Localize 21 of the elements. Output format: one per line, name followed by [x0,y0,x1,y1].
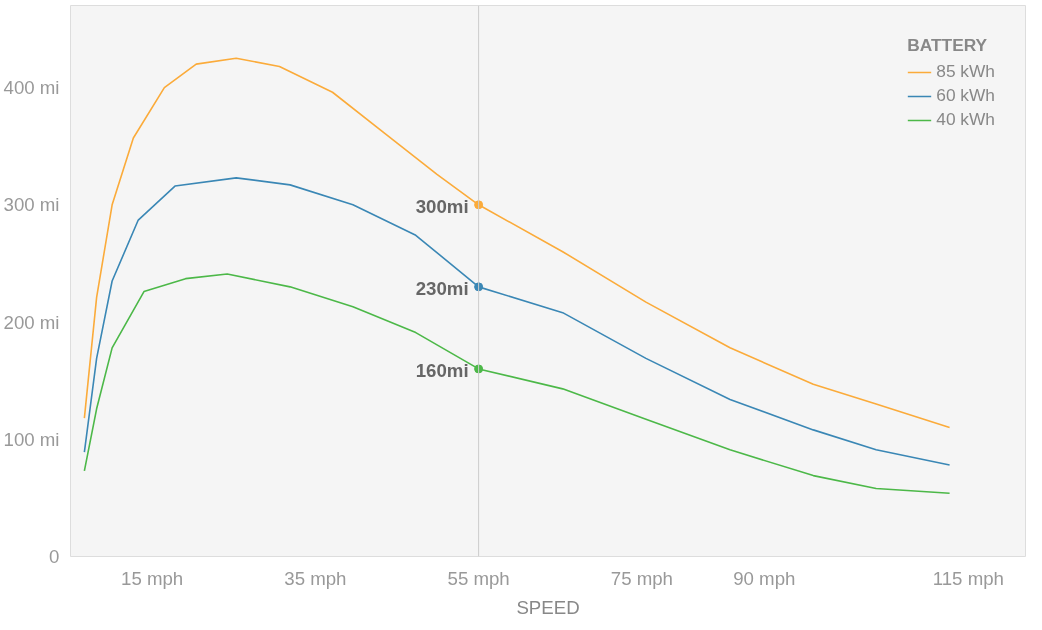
y-tick-label: 400 mi [3,77,60,99]
x-axis-title: SPEED [516,596,580,618]
line-series [83,273,951,494]
data-label: 230mi [415,277,469,299]
legend-label: 60 kWh [936,85,995,106]
line-series [83,177,951,466]
data-label: 160mi [415,359,469,381]
x-tick-label: 15 mph [121,567,184,589]
legend-title: BATTERY [907,35,989,56]
x-tick-label: 75 mph [610,567,673,589]
y-tick-label: 0 [49,546,60,567]
x-tick-label: 55 mph [447,567,510,589]
y-tick-label: 100 mi [3,428,60,450]
y-tick-label: 200 mi [3,311,60,333]
legend-label: 85 kWh [936,61,995,82]
legend-label: 40 kWh [936,109,995,130]
x-tick-label: 115 mph [932,567,1004,589]
y-tick-label: 300 mi [3,194,60,216]
x-tick-label: 35 mph [284,567,347,589]
data-label: 300mi [415,195,469,217]
x-tick-label: 90 mph [733,567,796,589]
